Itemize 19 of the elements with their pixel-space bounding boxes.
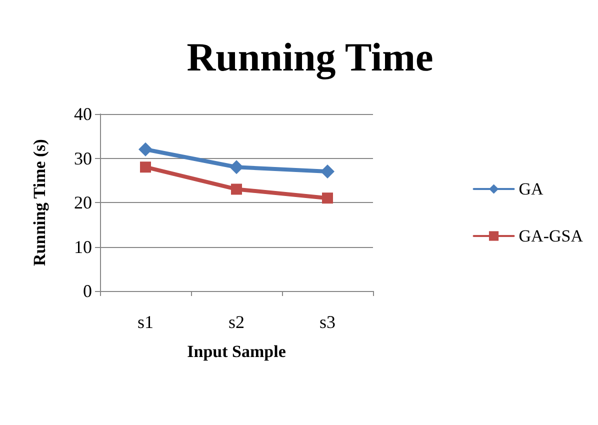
y-tick-label: 10 [74, 236, 92, 257]
x-tick-label: s1 [137, 312, 154, 332]
point [140, 162, 151, 173]
y-tick-label: 30 [74, 148, 92, 168]
point [138, 142, 152, 156]
x-axis-title: Input Sample [187, 342, 286, 361]
x-tick-label: s3 [319, 312, 336, 332]
legend-label: GA-GSA [518, 226, 584, 246]
y-tick-label: 40 [74, 104, 92, 124]
chart-title: Running Time [186, 34, 434, 80]
point [230, 160, 244, 174]
point [322, 192, 333, 204]
point [320, 164, 334, 179]
x-tick-label: s2 [228, 312, 245, 332]
y-axis-title: Running Time (s) [30, 139, 49, 266]
y-tick-label: 20 [74, 192, 92, 212]
point [231, 184, 242, 195]
legend-label: GA [518, 180, 544, 198]
y-tick-label: 0 [83, 281, 92, 301]
